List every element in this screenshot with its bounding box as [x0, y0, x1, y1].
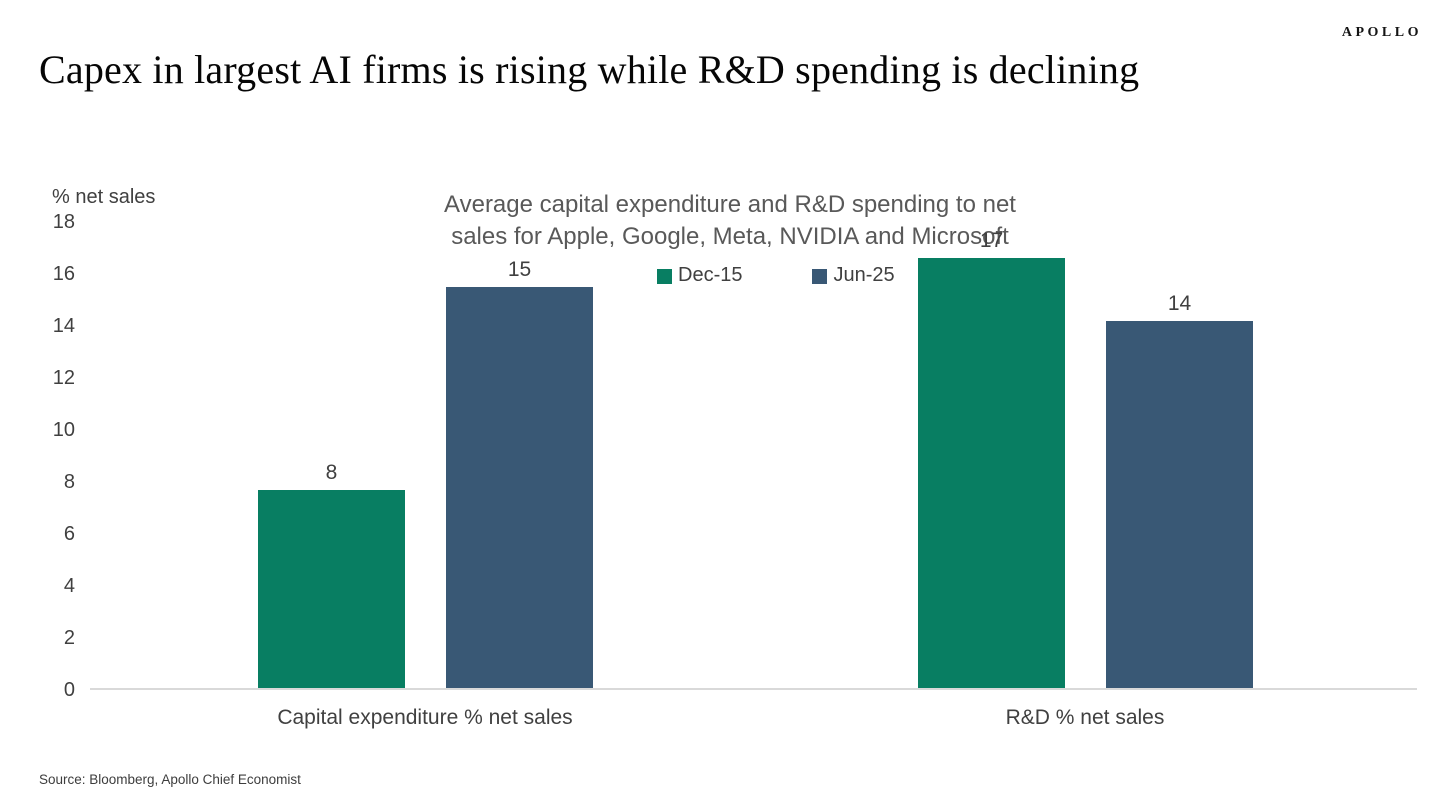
chart-title-line-2: sales for Apple, Google, Meta, NVIDIA an… — [451, 222, 1009, 250]
y-tick-label-10: 10 — [52, 419, 75, 441]
legend-item-jun-25: Jun-25 — [812, 264, 895, 287]
chart-title-line-1: Average capital expenditure and R&D spen… — [444, 191, 1016, 218]
legend-label-dec-15: Dec-15 — [678, 264, 743, 286]
bar-dec-15-capex — [258, 490, 405, 690]
bar-value-label-8: 8 — [325, 461, 338, 484]
legend-item-dec-15: Dec-15 — [657, 264, 742, 287]
y-tick-label-14: 14 — [52, 315, 75, 337]
bar-value-label-15: 15 — [507, 258, 532, 281]
y-axis-unit-label: % net sales — [52, 186, 156, 208]
y-tick-label-12: 12 — [52, 367, 75, 389]
chart-legend: Dec-15 Jun-25 — [657, 264, 895, 287]
bar-value-label-17: 17 — [979, 229, 1004, 252]
bar-dec-15-rnd — [918, 258, 1065, 690]
page-title: Capex in largest AI firms is rising whil… — [39, 47, 1140, 92]
bar-jun-25-capex — [446, 287, 593, 690]
y-tick-label-2: 2 — [63, 627, 75, 649]
chart-title: Average capital expenditure and R&D spen… — [430, 189, 1030, 252]
category-label-rnd: R&D % net sales — [1005, 706, 1165, 729]
y-tick-label-18: 18 — [52, 211, 75, 233]
x-axis-line — [90, 688, 1417, 690]
source-note: Source: Bloomberg, Apollo Chief Economis… — [39, 772, 301, 787]
bar-jun-25-rnd — [1106, 321, 1253, 690]
y-tick-label-16: 16 — [52, 263, 75, 285]
legend-swatch-jun-25 — [812, 269, 828, 284]
y-tick-label-0: 0 — [63, 679, 75, 701]
y-tick-label-4: 4 — [63, 575, 75, 597]
y-tick-label-8: 8 — [63, 471, 75, 493]
bar-value-label-14: 14 — [1167, 292, 1192, 315]
apollo-logo: APOLLO — [1341, 25, 1422, 40]
legend-swatch-dec-15 — [657, 269, 672, 284]
legend-label-jun-25: Jun-25 — [833, 264, 895, 286]
y-tick-label-6: 6 — [63, 523, 75, 545]
category-label-capex: Capital expenditure % net sales — [277, 706, 573, 729]
